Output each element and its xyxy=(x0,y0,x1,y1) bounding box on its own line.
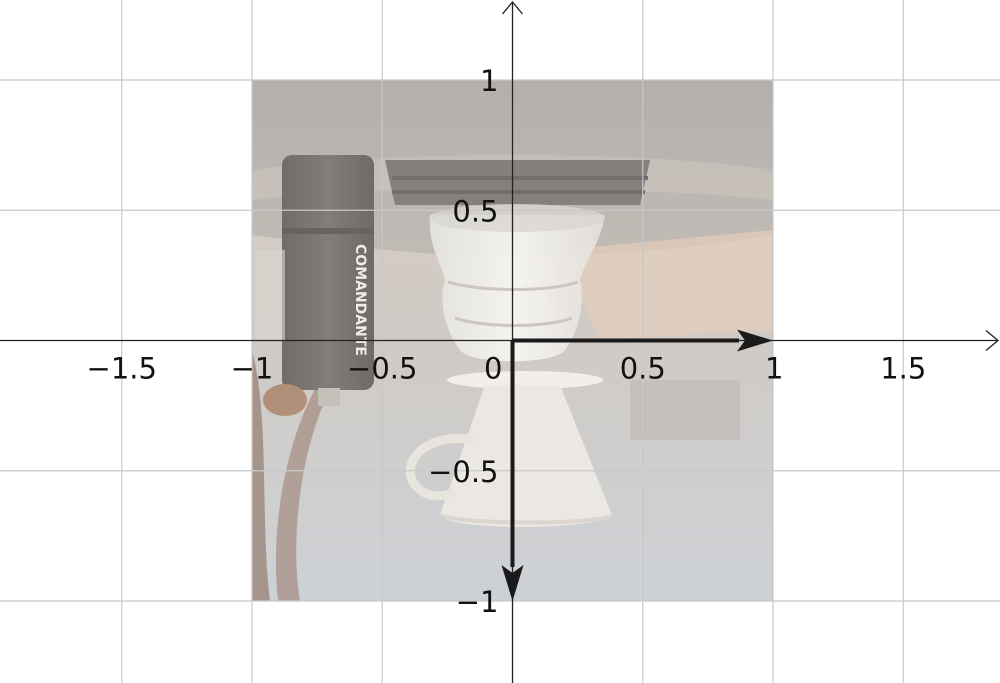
x-tick-label: 0 xyxy=(484,352,502,386)
y-tick-label: −0.5 xyxy=(428,455,498,489)
grinder-brand-text: COMANDANTE xyxy=(352,244,368,356)
y-basis-vector-arrowhead xyxy=(501,565,524,601)
x-axis-arrowhead xyxy=(985,330,1000,351)
x-tick-label: 1 xyxy=(765,352,783,386)
tick-labels: −1.5 −1 −0.5 0 0.5 1 1.5 1 0.5 −0.5 −1 xyxy=(87,64,927,619)
y-axis-arrowhead xyxy=(502,0,523,15)
y-tick-label: 1 xyxy=(480,64,498,98)
x-basis-vector-arrowhead xyxy=(737,329,773,352)
x-tick-label: 1.5 xyxy=(880,352,926,386)
basis-vectors xyxy=(501,329,773,601)
x-tick-label: −1 xyxy=(231,352,274,386)
x-tick-label: −0.5 xyxy=(347,352,417,386)
x-tick-label: −1.5 xyxy=(87,352,157,386)
y-tick-label: 0.5 xyxy=(452,194,498,228)
y-tick-label: −1 xyxy=(456,585,499,619)
x-tick-label: 0.5 xyxy=(620,352,666,386)
